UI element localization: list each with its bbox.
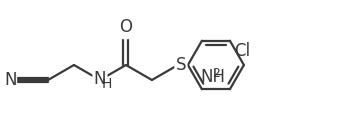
Text: S: S	[176, 56, 186, 74]
Text: N: N	[4, 71, 17, 89]
Text: 2: 2	[212, 67, 220, 80]
Text: H: H	[102, 77, 112, 91]
Text: Cl: Cl	[234, 42, 250, 60]
Text: NH: NH	[200, 68, 225, 86]
Text: N: N	[94, 70, 106, 88]
Text: O: O	[119, 18, 132, 36]
